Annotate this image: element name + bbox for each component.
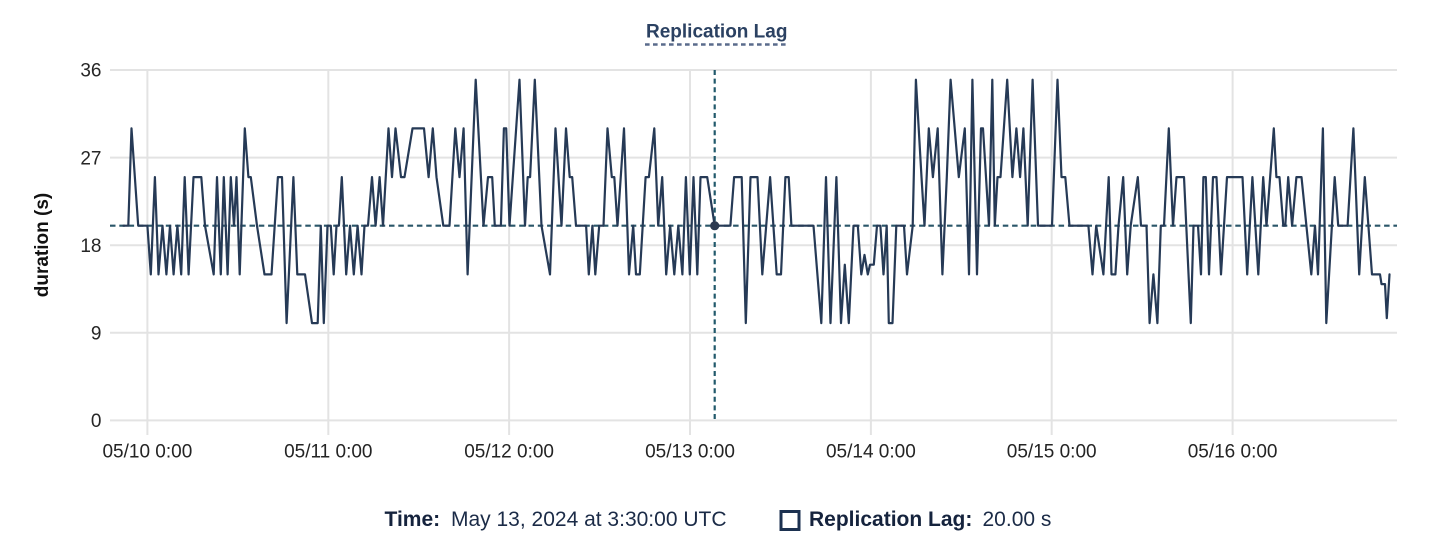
svg-text:05/15 0:00: 05/15 0:00 (1007, 442, 1097, 463)
svg-text:05/12 0:00: 05/12 0:00 (464, 442, 554, 463)
svg-text:Replication Lag:: Replication Lag: (809, 508, 972, 531)
svg-text:0: 0 (91, 411, 102, 432)
svg-text:36: 36 (80, 61, 101, 82)
svg-text:9: 9 (91, 324, 102, 345)
svg-text:05/11 0:00: 05/11 0:00 (284, 442, 372, 463)
svg-text:05/14 0:00: 05/14 0:00 (826, 442, 916, 463)
svg-text:18: 18 (80, 236, 101, 257)
svg-text:05/10 0:00: 05/10 0:00 (102, 442, 192, 463)
svg-text:Time:: Time: (385, 508, 441, 531)
svg-text:May 13, 2024 at 3:30:00 UTC: May 13, 2024 at 3:30:00 UTC (451, 508, 727, 531)
svg-text:duration (s): duration (s) (32, 193, 53, 298)
svg-text:20.00 s: 20.00 s (983, 508, 1052, 531)
svg-text:05/16 0:00: 05/16 0:00 (1188, 442, 1278, 463)
svg-text:Replication Lag: Replication Lag (646, 22, 787, 43)
svg-text:27: 27 (80, 148, 101, 169)
svg-text:05/13 0:00: 05/13 0:00 (645, 442, 735, 463)
